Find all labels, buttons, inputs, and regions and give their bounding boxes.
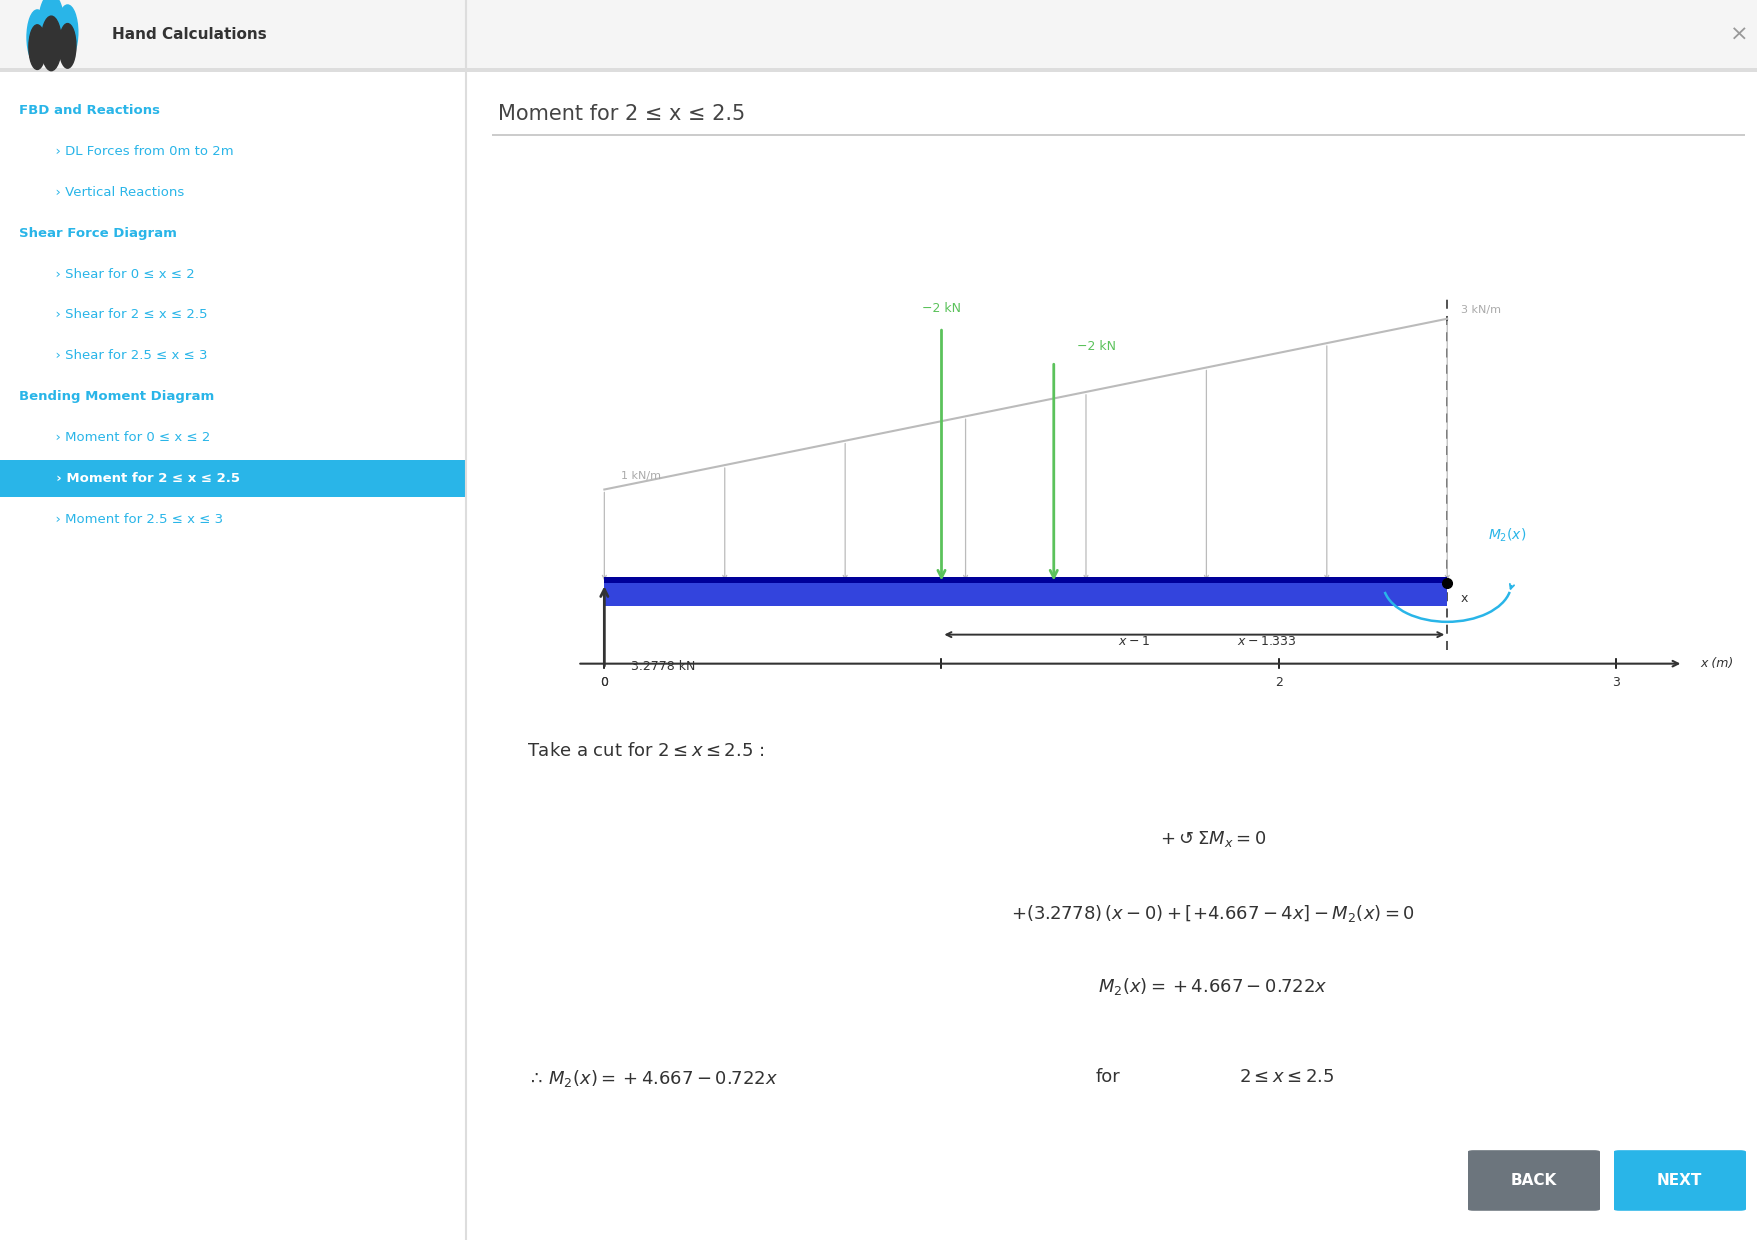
Text: $M_2(x) = +4.667 - 0.722x$: $M_2(x) = +4.667 - 0.722x$ [1098, 976, 1327, 997]
Text: › Shear for 0 ≤ x ≤ 2: › Shear for 0 ≤ x ≤ 2 [47, 268, 195, 280]
Circle shape [40, 16, 61, 71]
Circle shape [60, 24, 76, 68]
Bar [0, 0, 466, 68]
Text: 3.2778 kN: 3.2778 kN [631, 660, 696, 673]
Text: › DL Forces from 0m to 2m: › DL Forces from 0m to 2m [47, 145, 234, 157]
Text: Bending Moment Diagram: Bending Moment Diagram [19, 391, 214, 403]
Text: −2 kN: −2 kN [921, 303, 961, 315]
Bar [466, 68, 1757, 72]
Circle shape [28, 25, 46, 69]
Text: −2 kN: −2 kN [1077, 340, 1116, 353]
Text: › Vertical Reactions: › Vertical Reactions [47, 186, 184, 198]
Bar [492, 134, 1745, 136]
Text: › Moment for 0 ≤ x ≤ 2: › Moment for 0 ≤ x ≤ 2 [47, 432, 209, 444]
FancyBboxPatch shape [1465, 1151, 1601, 1210]
Circle shape [58, 5, 77, 60]
Text: $+ \circlearrowleft \Sigma M_x = 0$: $+ \circlearrowleft \Sigma M_x = 0$ [1160, 830, 1265, 849]
Text: $2 \leq x \leq 2.5$: $2 \leq x \leq 2.5$ [1239, 1068, 1334, 1086]
Bar [0, 68, 466, 72]
Text: › Shear for 2.5 ≤ x ≤ 3: › Shear for 2.5 ≤ x ≤ 3 [47, 350, 207, 362]
Bar [466, 0, 1757, 68]
Text: x: x [1460, 591, 1467, 605]
Text: $+ (3.2778)\,(x - 0) + [+4.667 - 4x] - M_2(x) = 0$: $+ (3.2778)\,(x - 0) + [+4.667 - 4x] - M… [1010, 903, 1414, 924]
Text: 3 kN/m: 3 kN/m [1460, 305, 1500, 315]
Text: x (m): x (m) [1699, 657, 1732, 670]
Text: NEXT: NEXT [1657, 1173, 1701, 1188]
Text: 1 kN/m: 1 kN/m [620, 471, 661, 481]
Text: for: for [1095, 1068, 1119, 1086]
Text: 0: 0 [599, 676, 608, 688]
Circle shape [26, 10, 47, 64]
Text: $x - 1$: $x - 1$ [1117, 635, 1149, 647]
FancyBboxPatch shape [1611, 1151, 1746, 1210]
Text: 3: 3 [1611, 676, 1618, 688]
Text: 2: 2 [1274, 676, 1283, 688]
Text: $\therefore\, M_2(x) = +4.667 - 0.722x$: $\therefore\, M_2(x) = +4.667 - 0.722x$ [527, 1068, 778, 1089]
Text: Hand Calculations: Hand Calculations [112, 27, 267, 42]
Text: Moment for 2 ≤ x ≤ 2.5: Moment for 2 ≤ x ≤ 2.5 [497, 104, 745, 124]
Text: 0: 0 [599, 676, 608, 688]
Text: Take a cut for $2 \leq x \leq 2.5$ :: Take a cut for $2 \leq x \leq 2.5$ : [527, 742, 764, 760]
Bar [0, 460, 466, 497]
Circle shape [39, 0, 65, 63]
Bar [604, 577, 1446, 583]
Text: › Moment for 2.5 ≤ x ≤ 3: › Moment for 2.5 ≤ x ≤ 3 [47, 513, 223, 526]
Text: BACK: BACK [1509, 1173, 1557, 1188]
Text: › Shear for 2 ≤ x ≤ 2.5: › Shear for 2 ≤ x ≤ 2.5 [47, 309, 207, 321]
Text: ×: × [1729, 25, 1748, 45]
Text: $M_2(x)$: $M_2(x)$ [1486, 527, 1525, 544]
Text: FBD and Reactions: FBD and Reactions [19, 104, 160, 117]
Text: $x - 1.333$: $x - 1.333$ [1237, 635, 1297, 647]
Bar [604, 583, 1446, 605]
Text: › Moment for 2 ≤ x ≤ 2.5: › Moment for 2 ≤ x ≤ 2.5 [47, 472, 239, 485]
Text: Shear Force Diagram: Shear Force Diagram [19, 227, 176, 239]
